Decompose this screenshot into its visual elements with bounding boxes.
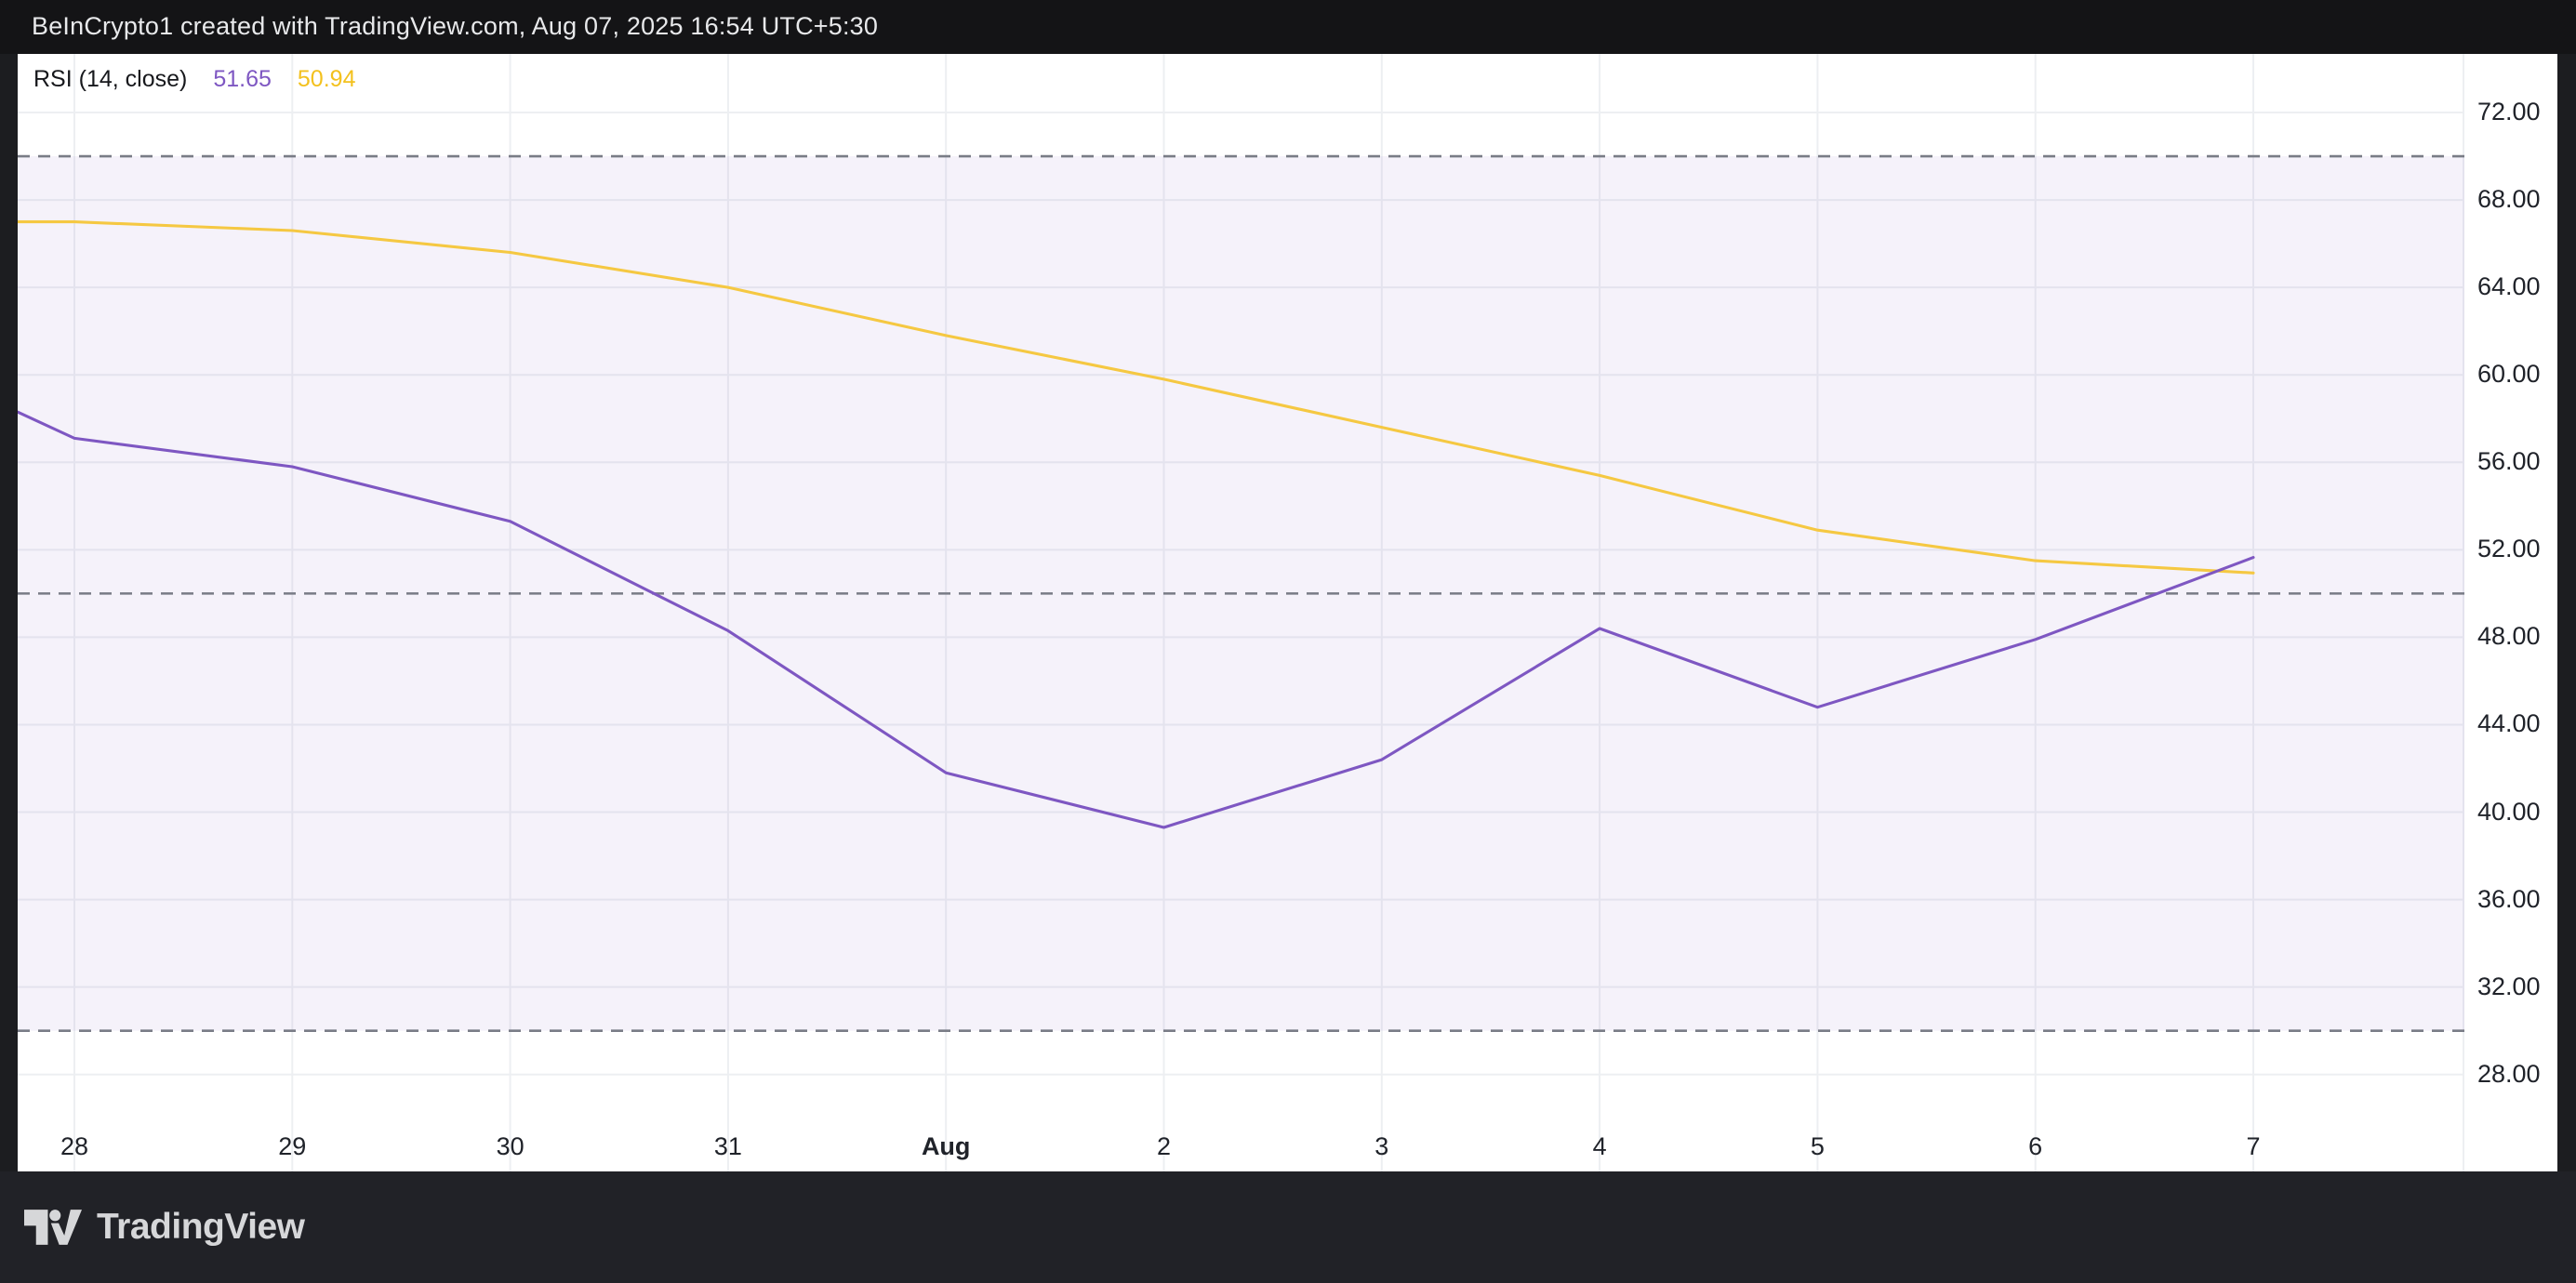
header-bar: BeInCrypto1 created with TradingView.com… [0, 0, 2576, 54]
rsi-value: 51.65 [213, 66, 272, 92]
rsi-chart [18, 54, 2464, 1171]
indicator-name: RSI (14, close) [33, 66, 188, 92]
ma-value: 50.94 [297, 66, 356, 92]
y-tick-label: 56.00 [2477, 447, 2541, 476]
ma-line [18, 220, 2255, 575]
y-tick-label: 32.00 [2477, 972, 2541, 1000]
y-tick-label: 28.00 [2477, 1059, 2541, 1088]
y-tick-label: 68.00 [2477, 185, 2541, 214]
indicator-legend: RSI (14, close) 51.65 50.94 [33, 66, 355, 93]
y-tick-label: 40.00 [2477, 797, 2541, 826]
y-tick-label: 60.00 [2477, 360, 2541, 389]
snapshot-title: BeInCrypto1 created with TradingView.com… [32, 12, 879, 40]
price-axis: 72.00 68.00 64.00 60.00 56.00 52.00 48.00 44.00… [2464, 54, 2557, 1171]
rsi-band [18, 156, 2464, 1031]
y-tick-label: 52.00 [2477, 535, 2541, 563]
tradingview-wordmark[interactable]: TradingView [97, 1207, 305, 1247]
y-tick-label: 48.00 [2477, 622, 2541, 651]
y-tick-label: 44.00 [2477, 709, 2541, 738]
y-tick-label: 64.00 [2477, 272, 2541, 301]
rsi-line [18, 410, 2255, 829]
y-tick-label: 72.00 [2477, 98, 2541, 126]
tradingview-logo-icon[interactable] [24, 1202, 82, 1252]
frame-left [0, 54, 18, 1171]
frame-right [2557, 54, 2576, 1171]
chart-plot-area [18, 54, 2464, 1171]
y-tick-label: 36.00 [2477, 884, 2541, 913]
footer-bar: TradingView [0, 1171, 2576, 1283]
